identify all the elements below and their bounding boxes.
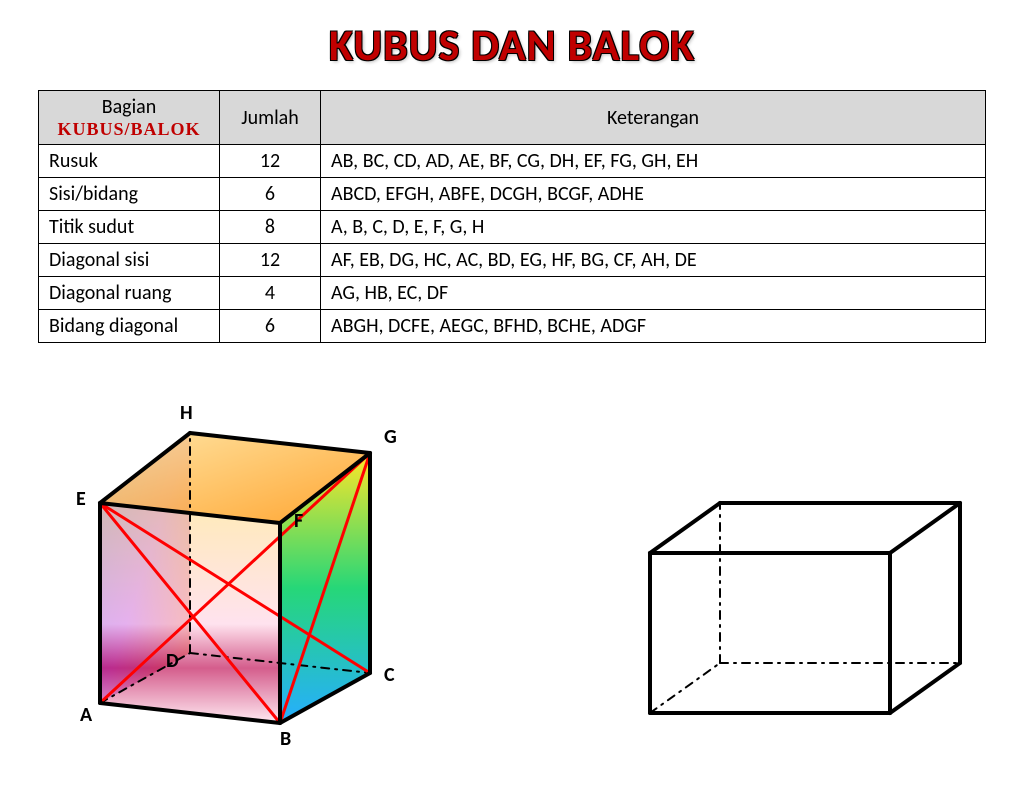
cell-part: Diagonal sisi: [39, 244, 220, 277]
table-row: Bidang diagonal6ABGH, DCFE, AEGC, BFHD, …: [39, 310, 986, 343]
cube-vertex-label: D: [166, 649, 179, 673]
table-row: Titik sudut8A, B, C, D, E, F, G, H: [39, 211, 986, 244]
cell-count: 12: [220, 244, 321, 277]
cell-part: Titik sudut: [39, 211, 220, 244]
cell-desc: AG, HB, EC, DF: [321, 277, 986, 310]
properties-table-header-desc: Keterangan: [321, 91, 986, 145]
cell-desc: ABGH, DCFE, AEGC, BFHD, BCHE, ADGF: [321, 310, 986, 343]
box-figure: [630, 473, 990, 753]
cube-vertex-label: H: [180, 401, 193, 425]
cube-figure: ABCDEFGH: [60, 413, 410, 753]
cell-desc: ABCD, EFGH, ABFE, DCGH, BCGF, ADHE: [321, 178, 986, 211]
cube-vertex-label: E: [76, 487, 86, 511]
table-row: Diagonal ruang4AG, HB, EC, DF: [39, 277, 986, 310]
cell-count: 4: [220, 277, 321, 310]
cube-vertex-label: C: [384, 663, 395, 687]
cell-desc: A, B, C, D, E, F, G, H: [321, 211, 986, 244]
cell-count: 6: [220, 310, 321, 343]
cell-count: 8: [220, 211, 321, 244]
table-row: Sisi/bidang6ABCD, EFGH, ABFE, DCGH, BCGF…: [39, 178, 986, 211]
page-title: KUBUS DAN BALOK: [0, 18, 1024, 72]
properties-table-header-count: Jumlah: [220, 91, 321, 145]
cube-vertex-label: B: [280, 727, 291, 751]
properties-table: Bagian Kubus/Balok Jumlah Keterangan Rus…: [38, 90, 986, 343]
cell-part: Rusuk: [39, 145, 220, 178]
cell-part: Sisi/bidang: [39, 178, 220, 211]
cell-part: Diagonal ruang: [39, 277, 220, 310]
cell-count: 12: [220, 145, 321, 178]
cell-desc: AF, EB, DG, HC, AC, BD, EG, HF, BG, CF, …: [321, 244, 986, 277]
cell-part: Bidang diagonal: [39, 310, 220, 343]
cube-vertex-label: G: [384, 425, 397, 449]
table-row: Rusuk12AB, BC, CD, AD, AE, BF, CG, DH, E…: [39, 145, 986, 178]
cell-desc: AB, BC, CD, AD, AE, BF, CG, DH, EF, FG, …: [321, 145, 986, 178]
cube-vertex-label: F: [294, 509, 303, 533]
table-row: Diagonal sisi12AF, EB, DG, HC, AC, BD, E…: [39, 244, 986, 277]
cell-count: 6: [220, 178, 321, 211]
cube-vertex-label: A: [80, 703, 92, 727]
properties-table-header-part-top: Bagian: [49, 95, 209, 119]
properties-table-header-part-bot: Kubus/Balok: [49, 119, 209, 140]
properties-table-header-part: Bagian Kubus/Balok: [39, 91, 220, 145]
